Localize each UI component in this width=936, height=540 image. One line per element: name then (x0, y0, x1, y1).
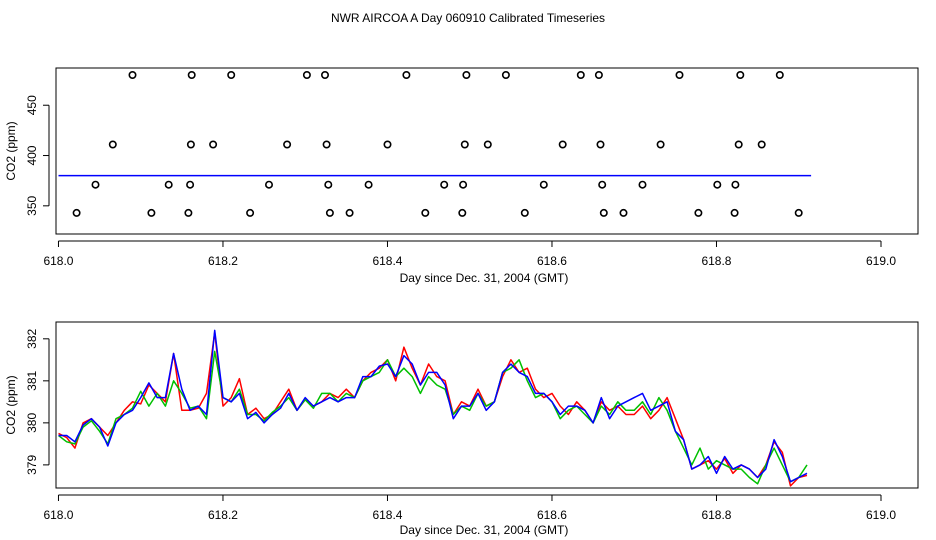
calibration-point (421, 208, 430, 217)
calibration-point (283, 140, 292, 149)
calibration-point (91, 180, 100, 189)
x-tick-label: 618.8 (701, 254, 731, 268)
calibration-point (558, 140, 567, 149)
calibration-point (264, 180, 273, 189)
x-tick-label: 618.4 (372, 508, 402, 522)
x-tick-label: 619.0 (866, 508, 896, 522)
calibration-point (460, 140, 469, 149)
calibration-point (302, 71, 311, 80)
calibration-point (501, 71, 510, 80)
calibration-point (596, 140, 605, 149)
panel-calibrated-y-axis: 379 380 381 382 (25, 328, 50, 475)
calibration-point (619, 208, 628, 217)
figure-title: NWR AIRCOA A Day 060910 Calibrated Times… (331, 11, 605, 25)
y-tick-label: 400 (25, 145, 39, 165)
calibration-point (324, 180, 333, 189)
y-tick-label: 380 (25, 413, 39, 433)
x-tick-label: 618.4 (372, 254, 402, 268)
calibration-point (713, 180, 722, 189)
panel-calibrated: 618.0 618.2 618.4 618.6 618.8 619.0 379 380 381… (4, 321, 919, 537)
calibration-point (599, 208, 608, 217)
y-tick-label: 379 (25, 455, 39, 475)
calibration-point (164, 180, 173, 189)
calibration-point (483, 140, 492, 149)
x-tick-label: 618.6 (537, 254, 567, 268)
calibration-point (638, 180, 647, 189)
calibration-point (227, 71, 236, 80)
calibration-point (598, 180, 607, 189)
calibration-point (794, 208, 803, 217)
calibration-point (520, 208, 529, 217)
calibration-point (325, 208, 334, 217)
y-tick-label: 450 (25, 95, 39, 115)
calibration-point (383, 140, 392, 149)
calibration-point (402, 71, 411, 80)
calibration-point (675, 71, 684, 80)
calibration-point (186, 140, 195, 149)
calibration-point (320, 71, 329, 80)
x-tick-label: 618.8 (701, 508, 731, 522)
panel-calibrated-ylabel: CO2 (ppm) (4, 375, 18, 434)
x-tick-label: 618.0 (43, 508, 73, 522)
calibration-point (345, 208, 354, 217)
panel-raw-y-axis: 350 400 450 (25, 95, 50, 216)
calibration-point (322, 140, 331, 149)
calibration-point (184, 208, 193, 217)
calibration-point (108, 140, 117, 149)
panel-calibrated-plot (58, 329, 808, 487)
calibration-point (694, 208, 703, 217)
calibration-point (736, 71, 745, 80)
x-tick-label: 618.2 (208, 508, 238, 522)
series-blue (58, 329, 808, 483)
panel-raw: 618.0 618.2 618.4 618.6 618.8 619.0 350 400 450… (4, 67, 919, 285)
series-red (58, 331, 808, 487)
calibration-point (147, 208, 156, 217)
panel-raw-frame (55, 67, 919, 235)
panel-raw-ylabel: CO2 (ppm) (4, 121, 18, 180)
calibration-point (128, 71, 137, 80)
panel-calibrated-xlabel: Day since Dec. 31, 2004 (GMT) (400, 523, 569, 537)
calibration-point (459, 180, 468, 189)
y-tick-label: 381 (25, 371, 39, 391)
calibration-point (462, 71, 471, 80)
x-tick-label: 618.6 (537, 508, 567, 522)
panel-calibrated-x-axis: 618.0 618.2 618.4 618.6 618.8 619.0 (43, 494, 896, 522)
calibration-point (656, 140, 665, 149)
panel-raw-x-axis: 618.0 618.2 618.4 618.6 618.8 619.0 (43, 240, 896, 268)
x-tick-label: 618.2 (208, 254, 238, 268)
x-tick-label: 619.0 (866, 254, 896, 268)
calibration-point (734, 140, 743, 149)
y-tick-label: 350 (25, 195, 39, 215)
calibration-point (440, 180, 449, 189)
panel-raw-xlabel: Day since Dec. 31, 2004 (GMT) (400, 271, 569, 285)
calibration-point (775, 71, 784, 80)
calibration-point (594, 71, 603, 80)
calibration-point (731, 180, 740, 189)
calibration-point (757, 140, 766, 149)
calibration-point (458, 208, 467, 217)
x-tick-label: 618.0 (43, 254, 73, 268)
y-tick-label: 382 (25, 328, 39, 348)
series-green (58, 350, 808, 485)
calibration-point (730, 208, 739, 217)
calibration-point (539, 180, 548, 189)
calibration-point (364, 180, 373, 189)
calibration-point (187, 71, 196, 80)
panel-calibrated-frame (55, 321, 919, 489)
calibration-point (576, 71, 585, 80)
calibration-point (72, 208, 81, 217)
calibration-point (186, 180, 195, 189)
calibration-point (246, 208, 255, 217)
calibration-point (209, 140, 218, 149)
panel-raw-plot (58, 71, 812, 217)
